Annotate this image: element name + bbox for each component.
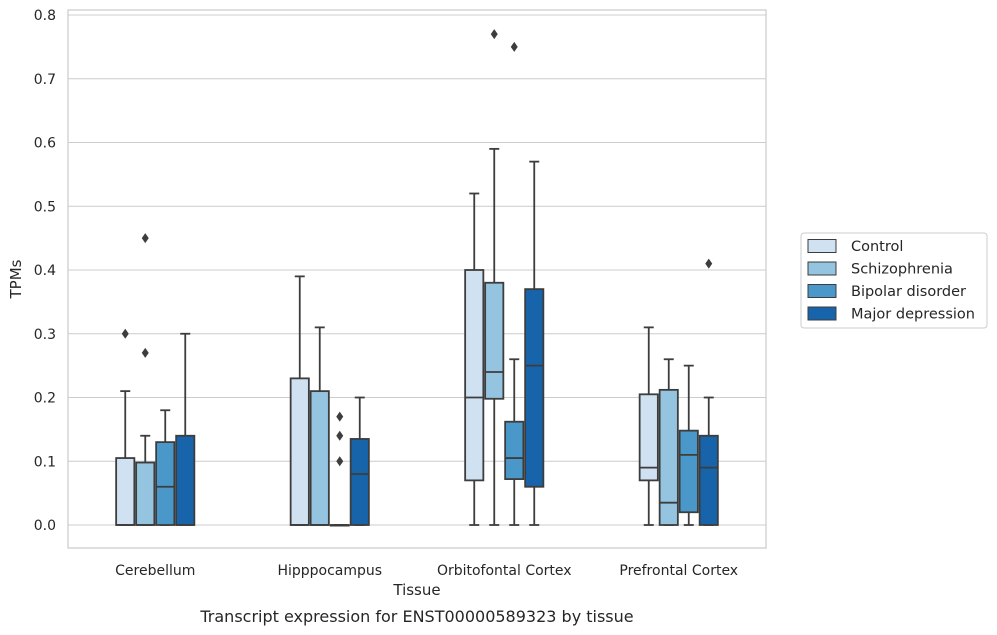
legend: Control Schizophrenia Bipolar disorder Majo…	[800, 232, 988, 329]
box-iqr	[658, 388, 679, 526]
box-0-2	[155, 409, 176, 526]
box-iqr	[678, 429, 699, 514]
outlier-point	[141, 347, 149, 358]
x-axis-label: Tissue	[392, 581, 440, 599]
outlier-point	[705, 258, 713, 269]
box-1-0	[289, 275, 310, 526]
legend-label: Schizophrenia	[851, 262, 953, 278]
box-iqr	[309, 390, 330, 526]
box-3-1	[658, 358, 679, 526]
outlier-point	[490, 29, 498, 40]
box-iqr	[115, 457, 136, 526]
y-tick-label: 0.3	[34, 327, 56, 343]
legend-frame	[800, 232, 988, 329]
x-tick-label: Hipppocampus	[277, 563, 382, 579]
box-iqr	[135, 461, 156, 526]
legend-swatch	[807, 261, 837, 276]
box-2-1	[484, 29, 505, 526]
box-1-3	[349, 396, 370, 526]
y-tick-label: 0.5	[34, 199, 56, 215]
y-tick-label: 0.6	[34, 136, 56, 152]
y-tick-labels: 0.0 0.1 0.2 0.3 0.4 0.5 0.6 0.7 0.8	[34, 8, 56, 534]
box-iqr	[698, 434, 719, 526]
box-iqr	[484, 281, 505, 400]
box-iqr	[289, 377, 310, 526]
outlier-point	[510, 41, 518, 52]
box-marks	[115, 29, 719, 527]
legend-swatch	[807, 239, 837, 253]
legend-swatch	[807, 284, 837, 298]
x-tick-label: Prefrontal Cortex	[619, 563, 738, 579]
box-iqr	[504, 420, 525, 481]
x-tick-labels: Cerebellum Hipppocampus Orbitofontal Corte…	[115, 563, 738, 579]
box-iqr	[464, 269, 485, 482]
outlier-point	[121, 328, 129, 339]
plot-frame	[67, 9, 767, 549]
box-1-1	[309, 326, 330, 526]
y-tick-label: 0.1	[34, 454, 56, 470]
x-tick-label: Orbitofontal Cortex	[437, 563, 572, 579]
box-2-2	[504, 41, 525, 526]
legend-label: Control	[851, 239, 903, 255]
outlier-point	[336, 411, 344, 422]
y-tick-label: 0.7	[34, 72, 56, 88]
legend-swatch	[807, 306, 837, 321]
legend-label: Bipolar disorder	[851, 284, 966, 300]
box-iqr	[638, 393, 659, 482]
box-3-0	[638, 326, 659, 526]
box-0-0	[115, 328, 136, 526]
box-3-2	[678, 364, 699, 526]
box-1-2	[329, 411, 350, 527]
box-iqr	[175, 434, 196, 526]
box-0-3	[175, 332, 196, 526]
y-axis-label: TPMs	[7, 259, 25, 299]
box-3-3	[698, 258, 719, 526]
chart-caption: Transcript expression for ENST0000058932…	[199, 607, 633, 626]
y-tick-label: 0.4	[34, 263, 56, 279]
box-2-3	[524, 160, 545, 526]
box-2-0	[464, 192, 485, 526]
box-0-1	[135, 233, 156, 526]
outlier-point	[141, 233, 149, 244]
legend-label: Major depression	[851, 307, 975, 323]
box-iqr	[349, 438, 370, 526]
box-iqr	[155, 441, 176, 526]
x-tick-label: Cerebellum	[115, 563, 195, 579]
outlier-point	[336, 456, 344, 467]
y-tick-label: 0.2	[34, 391, 56, 407]
y-tick-label: 0.8	[34, 8, 56, 24]
y-tick-label: 0.0	[34, 518, 56, 534]
box-iqr	[524, 288, 545, 488]
outlier-point	[336, 430, 344, 441]
